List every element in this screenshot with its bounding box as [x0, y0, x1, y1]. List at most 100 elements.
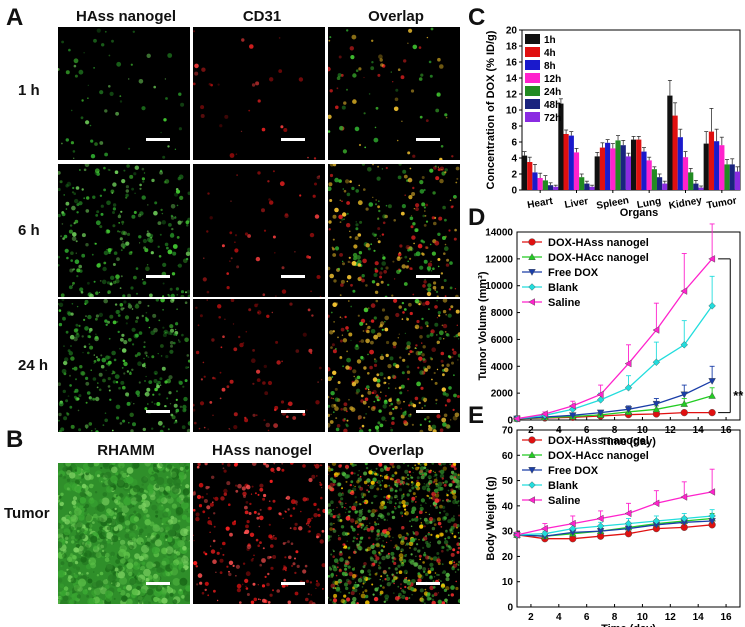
chart-c-bar [729, 164, 735, 190]
chart-d-series-line [516, 305, 713, 420]
chart-e-legend-label: Free DOX [548, 465, 599, 477]
micrograph-tumor-rhamm [58, 463, 190, 604]
chart-d-ytick-label: 6000 [491, 335, 514, 346]
chart-c-bar [573, 152, 580, 190]
chart-c-bar [625, 156, 632, 190]
micrograph-24h-overlap [328, 299, 460, 432]
chart-c-legend-swatch [525, 99, 540, 109]
chart-d-series-line [516, 380, 713, 420]
chart-d-point [652, 405, 661, 413]
chart-d-point [708, 392, 716, 399]
chart-c-category-label: Lung [636, 196, 662, 211]
chart-c-xlabel: Organs [620, 207, 659, 219]
chart-d-legend-marker [528, 269, 536, 276]
chart-e-point [652, 517, 661, 525]
chart-c-bar [636, 139, 642, 190]
chart-d-ylabel: Tumor Volume (mm³) [477, 271, 489, 380]
chart-e-ytick-label: 50 [502, 476, 514, 487]
chart-c-category-label: Heart [527, 196, 555, 211]
chart-c-ytick-label: 16 [506, 58, 518, 69]
chart-e-point [652, 499, 660, 508]
panel-a-letter: A [6, 4, 24, 31]
chart-e-point [680, 493, 688, 501]
chart-d-legend-marker [528, 238, 536, 246]
chart-c-ytick-label: 0 [511, 186, 517, 197]
chart-e-point [596, 514, 604, 523]
chart-c-bar [672, 115, 678, 190]
panel-c-letter: C [468, 4, 486, 31]
chart-e-xtick-label: 16 [721, 612, 733, 623]
panel-a-row-label-24h: 24 h [18, 357, 49, 374]
scale-bar [146, 138, 170, 141]
chart-e-ytick-label: 10 [502, 577, 514, 588]
chart-c-ytick-label: 18 [506, 42, 518, 53]
chart-c-bar [610, 148, 616, 190]
scale-bar [146, 410, 170, 413]
panel-e-letter: E [468, 402, 485, 429]
chart-e-ytick-label: 20 [502, 552, 514, 563]
chart-c-ytick-label: 20 [506, 26, 518, 37]
chart-e-series-line [516, 520, 713, 537]
chart-e-xtick-label: 10 [637, 612, 649, 623]
chart-d-legend-label: DOX-HAss nanogel [548, 237, 649, 249]
chart-c-bar [724, 164, 730, 190]
chart-c-legend-label: 72h [544, 113, 561, 124]
chart-e-xlabel: Time (day) [601, 623, 656, 627]
scale-bar [416, 410, 440, 413]
panel-a-col-title-2: CD31 [242, 8, 282, 25]
panel-b-col-title-1: RHAMM [97, 442, 155, 459]
scale-bar [146, 275, 170, 278]
micrograph-1h-cd31 [193, 27, 325, 160]
chart-c-legend-swatch [525, 112, 540, 122]
chart-e-point [568, 519, 576, 528]
chart-d-point [708, 409, 716, 417]
chart-d-point [652, 358, 661, 366]
chart-c-ytick-label: 10 [506, 106, 518, 117]
chart-d-legend-label: Free DOX [548, 267, 599, 279]
chart-c-ytick-label: 12 [506, 90, 518, 101]
scale-bar [281, 582, 305, 585]
chart-e-point [708, 488, 716, 496]
chart-d-significance: ** [733, 388, 744, 403]
chart-e-legend-marker [528, 451, 536, 458]
panel-a-row-label-1h: 1 h [18, 82, 40, 99]
chart-d-point [708, 378, 716, 385]
chart-c-bar [667, 95, 673, 190]
chart-c-ytick-label: 4 [511, 154, 517, 165]
chart-e-xtick-label: 6 [584, 612, 590, 623]
chart-c-ytick-label: 8 [511, 122, 517, 133]
chart-e-point [541, 524, 548, 533]
chart-e-legend-label: Saline [548, 495, 580, 507]
chart-d-point [596, 390, 604, 399]
panel-d-letter: D [468, 204, 486, 231]
chart-e-ytick-label: 0 [507, 603, 513, 614]
chart-d-point [708, 302, 716, 310]
chart-d-point [568, 402, 576, 410]
chart-d-legend-marker [528, 283, 536, 291]
chart-d-ytick-label: 2000 [491, 389, 514, 400]
panel-a-row-label-6h: 6 h [18, 222, 40, 239]
chart-c-bar [714, 141, 720, 190]
chart-c-bar [594, 156, 600, 190]
chart-e-point [569, 524, 577, 533]
chart-e-legend-marker [528, 481, 536, 489]
chart-c-bar [605, 142, 611, 190]
chart-d-ytick-label: 10000 [485, 281, 513, 292]
chart-e-xtick-label: 8 [612, 612, 618, 623]
chart-d-point [708, 255, 716, 263]
chart-c-ylabel: Concentration of DOX (% ID/g) [485, 30, 497, 189]
chart-c-bar [620, 145, 626, 190]
chart-c-legend-label: 48h [544, 100, 561, 111]
panel-b-col-title-2: HAss nanogel [211, 442, 313, 459]
chart-c-bar [656, 177, 663, 190]
chart-e-point [708, 512, 716, 520]
chart-e-ytick-label: 30 [502, 527, 514, 538]
chart-d-point [680, 391, 688, 399]
micrograph-tumor-hass [193, 463, 325, 604]
chart-c-bar [734, 171, 741, 190]
chart-d-point [680, 409, 688, 417]
panel-b-letter: B [6, 426, 24, 453]
chart-c-bar [532, 172, 538, 190]
micrograph-1h-hass [58, 27, 190, 160]
chart-d-ytick-label: 4000 [491, 362, 514, 373]
